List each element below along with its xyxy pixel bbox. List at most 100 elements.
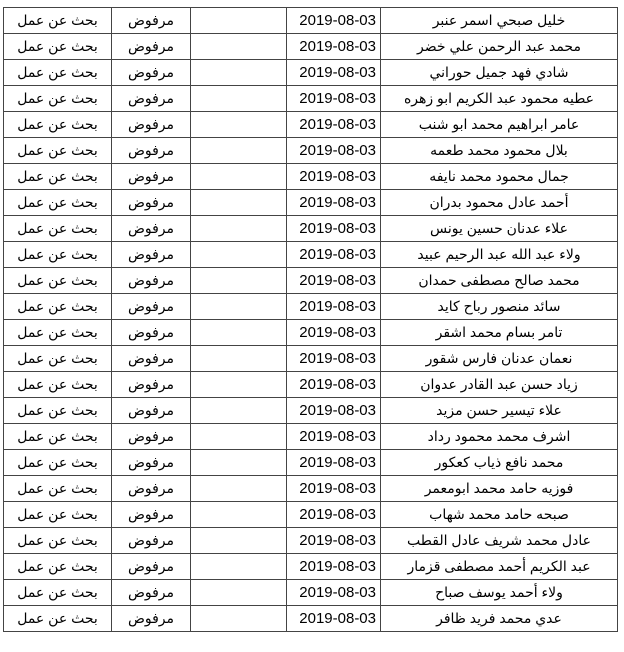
- table-row: بحث عن عمل مرفوض 2019-08-03 علاء عدنان حسين…: [3, 215, 618, 242]
- status-cell: مرفوض: [111, 33, 191, 60]
- empty-cell: [190, 449, 287, 476]
- purpose-cell: بحث عن عمل: [3, 397, 112, 424]
- purpose-cell: بحث عن عمل: [3, 423, 112, 450]
- status-cell: مرفوض: [111, 319, 191, 346]
- status-cell: مرفوض: [111, 7, 191, 34]
- empty-cell: [190, 553, 287, 580]
- date-cell: 2019-08-03: [286, 345, 381, 372]
- empty-cell: [190, 111, 287, 138]
- date-cell: 2019-08-03: [286, 163, 381, 190]
- name-cell: تامر بسام محمد اشقر: [380, 319, 618, 346]
- empty-cell: [190, 527, 287, 554]
- date-cell: 2019-08-03: [286, 267, 381, 294]
- purpose-cell: بحث عن عمل: [3, 345, 112, 372]
- name-cell: عادل محمد شريف عادل القطب: [380, 527, 618, 554]
- applicants-table: بحث عن عمل مرفوض 2019-08-03 خليل صبحي اسمر …: [3, 7, 618, 632]
- date-cell: 2019-08-03: [286, 449, 381, 476]
- date-cell: 2019-08-03: [286, 371, 381, 398]
- empty-cell: [190, 33, 287, 60]
- name-cell: فوزيه حامد محمد ابومعمر: [380, 475, 618, 502]
- name-cell: علاء تيسير حسن مزيد: [380, 397, 618, 424]
- status-cell: مرفوض: [111, 579, 191, 606]
- empty-cell: [190, 475, 287, 502]
- date-cell: 2019-08-03: [286, 553, 381, 580]
- date-cell: 2019-08-03: [286, 319, 381, 346]
- empty-cell: [190, 371, 287, 398]
- table-row: بحث عن عمل مرفوض 2019-08-03 خليل صبحي اسمر …: [3, 7, 618, 34]
- name-cell: زياد حسن عبد القادر عدوان: [380, 371, 618, 398]
- name-cell: عامر ابراهيم محمد ابو شنب: [380, 111, 618, 138]
- date-cell: 2019-08-03: [286, 85, 381, 112]
- status-cell: مرفوض: [111, 111, 191, 138]
- table-row: بحث عن عمل مرفوض 2019-08-03 ولاء عبد الله ع…: [3, 241, 618, 268]
- purpose-cell: بحث عن عمل: [3, 579, 112, 606]
- date-cell: 2019-08-03: [286, 475, 381, 502]
- date-cell: 2019-08-03: [286, 605, 381, 632]
- purpose-cell: بحث عن عمل: [3, 605, 112, 632]
- table-row: بحث عن عمل مرفوض 2019-08-03 محمد نافع ذياب …: [3, 449, 618, 476]
- empty-cell: [190, 7, 287, 34]
- empty-cell: [190, 241, 287, 268]
- purpose-cell: بحث عن عمل: [3, 189, 112, 216]
- name-cell: سائد منصور رباح كايد: [380, 293, 618, 320]
- status-cell: مرفوض: [111, 397, 191, 424]
- purpose-cell: بحث عن عمل: [3, 371, 112, 398]
- date-cell: 2019-08-03: [286, 579, 381, 606]
- name-cell: نعمان عدنان فارس شقور: [380, 345, 618, 372]
- empty-cell: [190, 423, 287, 450]
- status-cell: مرفوض: [111, 527, 191, 554]
- purpose-cell: بحث عن عمل: [3, 293, 112, 320]
- name-cell: أحمد عادل محمود بدران: [380, 189, 618, 216]
- table-row: بحث عن عمل مرفوض 2019-08-03 بلال محمود محمد…: [3, 137, 618, 164]
- name-cell: ولاء أحمد يوسف صباح: [380, 579, 618, 606]
- name-cell: اشرف محمد محمود رداد: [380, 423, 618, 450]
- empty-cell: [190, 189, 287, 216]
- empty-cell: [190, 397, 287, 424]
- status-cell: مرفوض: [111, 605, 191, 632]
- purpose-cell: بحث عن عمل: [3, 527, 112, 554]
- table-row: بحث عن عمل مرفوض 2019-08-03 عدي محمد فريد ظ…: [3, 605, 618, 632]
- purpose-cell: بحث عن عمل: [3, 319, 112, 346]
- purpose-cell: بحث عن عمل: [3, 33, 112, 60]
- status-cell: مرفوض: [111, 189, 191, 216]
- status-cell: مرفوض: [111, 163, 191, 190]
- table-row: بحث عن عمل مرفوض 2019-08-03 جمال محمود محمد…: [3, 163, 618, 190]
- table-row: بحث عن عمل مرفوض 2019-08-03 محمد صالح مصطفى…: [3, 267, 618, 294]
- table-body: بحث عن عمل مرفوض 2019-08-03 خليل صبحي اسمر …: [3, 7, 618, 632]
- purpose-cell: بحث عن عمل: [3, 449, 112, 476]
- name-cell: شادي فهد جميل حوراني: [380, 59, 618, 86]
- date-cell: 2019-08-03: [286, 423, 381, 450]
- table-row: بحث عن عمل مرفوض 2019-08-03 شادي فهد جميل ح…: [3, 59, 618, 86]
- table-row: بحث عن عمل مرفوض 2019-08-03 عادل محمد شريف …: [3, 527, 618, 554]
- status-cell: مرفوض: [111, 137, 191, 164]
- date-cell: 2019-08-03: [286, 527, 381, 554]
- name-cell: عطيه محمود عبد الكريم ابو زهره: [380, 85, 618, 112]
- date-cell: 2019-08-03: [286, 501, 381, 528]
- purpose-cell: بحث عن عمل: [3, 59, 112, 86]
- empty-cell: [190, 293, 287, 320]
- purpose-cell: بحث عن عمل: [3, 215, 112, 242]
- purpose-cell: بحث عن عمل: [3, 553, 112, 580]
- status-cell: مرفوض: [111, 293, 191, 320]
- table-row: بحث عن عمل مرفوض 2019-08-03 زياد حسن عبد ال…: [3, 371, 618, 398]
- table-row: بحث عن عمل مرفوض 2019-08-03 اشرف محمد محمود…: [3, 423, 618, 450]
- date-cell: 2019-08-03: [286, 215, 381, 242]
- table-row: بحث عن عمل مرفوض 2019-08-03 فوزيه حامد محمد…: [3, 475, 618, 502]
- status-cell: مرفوض: [111, 85, 191, 112]
- empty-cell: [190, 85, 287, 112]
- table-row: بحث عن عمل مرفوض 2019-08-03 علاء تيسير حسن …: [3, 397, 618, 424]
- date-cell: 2019-08-03: [286, 33, 381, 60]
- status-cell: مرفوض: [111, 449, 191, 476]
- status-cell: مرفوض: [111, 423, 191, 450]
- status-cell: مرفوض: [111, 371, 191, 398]
- name-cell: علاء عدنان حسين يونس: [380, 215, 618, 242]
- date-cell: 2019-08-03: [286, 293, 381, 320]
- purpose-cell: بحث عن عمل: [3, 267, 112, 294]
- empty-cell: [190, 215, 287, 242]
- table-row: بحث عن عمل مرفوض 2019-08-03 ولاء أحمد يوسف …: [3, 579, 618, 606]
- purpose-cell: بحث عن عمل: [3, 163, 112, 190]
- name-cell: جمال محمود محمد نايفه: [380, 163, 618, 190]
- date-cell: 2019-08-03: [286, 397, 381, 424]
- table-row: بحث عن عمل مرفوض 2019-08-03 تامر بسام محمد …: [3, 319, 618, 346]
- empty-cell: [190, 579, 287, 606]
